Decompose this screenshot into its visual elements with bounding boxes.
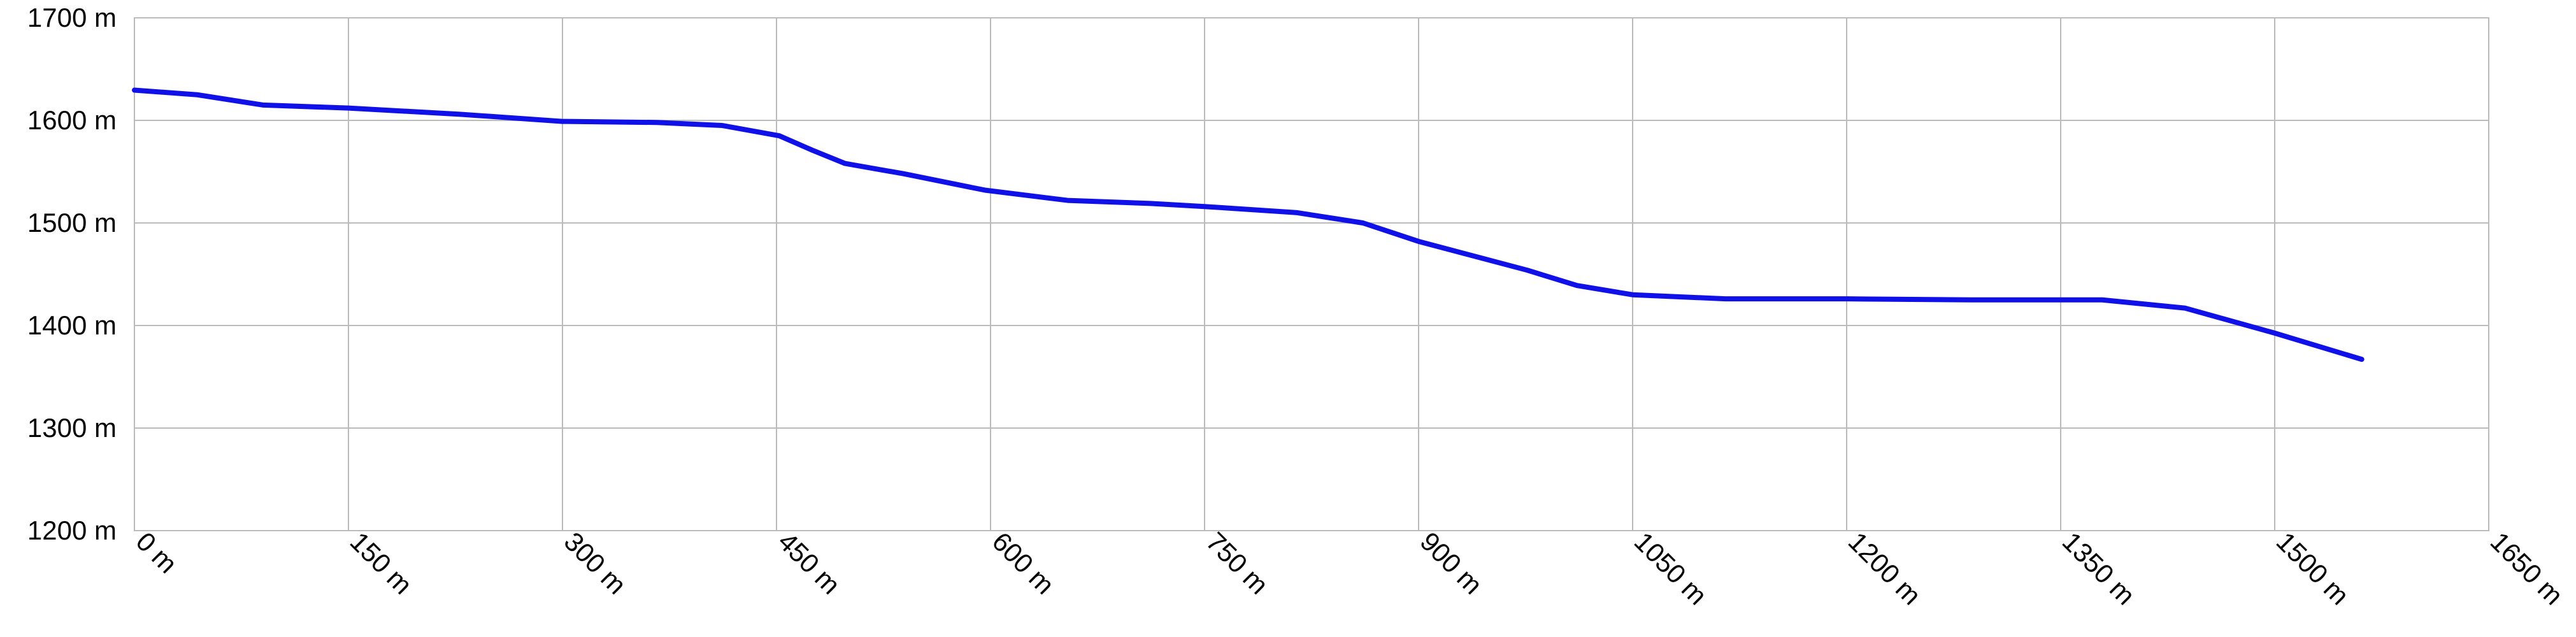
x-tick-label: 900 m <box>1415 526 1489 600</box>
y-tick-label: 1200 m <box>27 515 117 545</box>
elevation-line <box>132 87 2365 362</box>
y-tick-label: 1300 m <box>27 413 117 443</box>
x-tick-label: 450 m <box>773 526 847 600</box>
x-tick-label: 600 m <box>987 526 1061 600</box>
x-tick-label: 1500 m <box>2271 526 2355 610</box>
y-tick-label: 1500 m <box>27 208 117 238</box>
x-tick-label: 750 m <box>1201 526 1275 600</box>
x-tick-label: 150 m <box>345 526 419 600</box>
x-tick-label: 1350 m <box>2057 526 2141 610</box>
y-tick-label: 1400 m <box>27 310 117 340</box>
x-tick-label: 1650 m <box>2485 526 2569 610</box>
y-tick-label: 1700 m <box>27 3 117 32</box>
x-tick-label: 0 m <box>131 526 183 579</box>
y-tick-label: 1600 m <box>27 105 117 135</box>
x-tick-label: 1200 m <box>1843 526 1927 610</box>
x-tick-label: 1050 m <box>1629 526 1713 610</box>
x-tick-label: 300 m <box>559 526 633 600</box>
plot-area <box>134 17 2489 531</box>
